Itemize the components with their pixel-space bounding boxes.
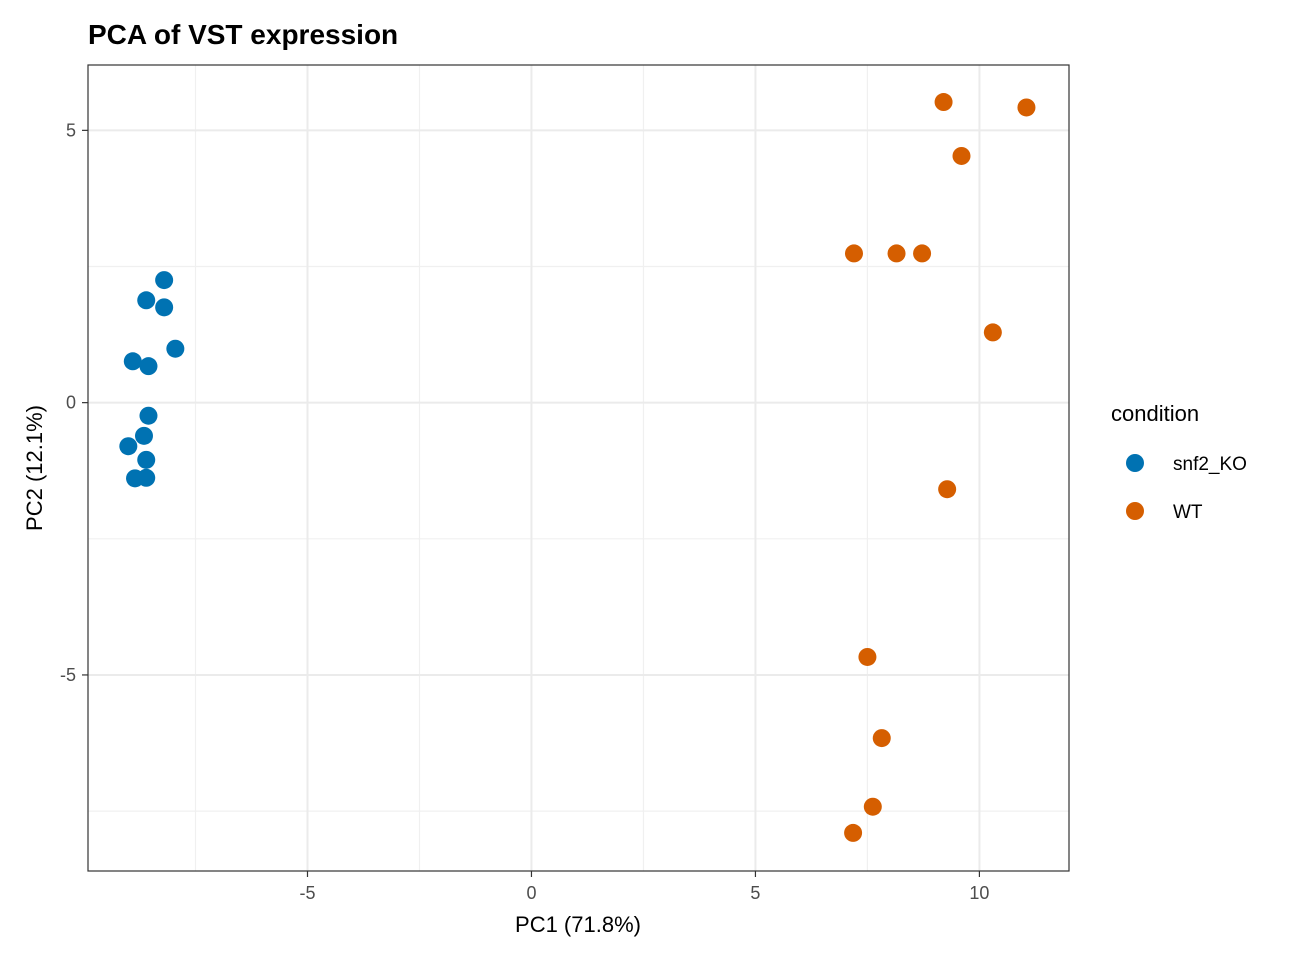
point-snf2-ko	[137, 450, 156, 469]
point-snf2-ko	[137, 468, 156, 487]
point-wt	[858, 647, 877, 666]
y-tick-label: 0	[66, 393, 76, 413]
point-snf2-ko	[134, 426, 153, 445]
legend-title: condition	[1111, 401, 1199, 426]
x-tick-label: 10	[969, 883, 989, 903]
point-wt	[934, 93, 953, 112]
y-tick-label: -5	[60, 665, 76, 685]
major-gridlines	[88, 65, 1069, 871]
point-snf2-ko	[155, 271, 174, 290]
legend-item-snf2-ko: snf2_KO	[1126, 454, 1247, 475]
legend-label-snf2-ko: snf2_KO	[1173, 454, 1247, 475]
x-tick-label: 0	[526, 883, 536, 903]
legend: condition snf2_KO WT	[1111, 401, 1247, 523]
point-snf2-ko	[166, 339, 185, 358]
x-tick-label: 5	[750, 883, 760, 903]
x-tick-label: -5	[299, 883, 315, 903]
point-wt	[844, 823, 863, 842]
point-snf2-ko	[139, 357, 158, 376]
point-wt	[913, 244, 932, 263]
point-wt	[1017, 98, 1036, 117]
point-wt	[952, 146, 971, 165]
point-snf2-ko	[139, 406, 158, 425]
legend-item-wt: WT	[1126, 502, 1203, 523]
minor-gridlines	[88, 65, 1069, 871]
point-snf2-ko	[123, 352, 142, 371]
y-axis-title: PC2 (12.1%)	[22, 405, 47, 531]
plot-panel-border	[87, 64, 1070, 872]
x-axis-title: PC1 (71.8%)	[515, 912, 641, 937]
y-tick-label: 5	[66, 120, 76, 140]
y-axis: -5 0 5	[60, 120, 88, 685]
point-wt	[938, 480, 957, 499]
point-wt	[863, 797, 882, 816]
point-wt	[983, 323, 1002, 342]
point-snf2-ko	[119, 437, 138, 456]
point-wt	[887, 244, 906, 263]
data-points	[119, 93, 1036, 842]
legend-label-wt: WT	[1173, 502, 1203, 523]
point-wt	[872, 729, 891, 748]
chart-title: PCA of VST expression	[88, 19, 398, 50]
point-snf2-ko	[137, 291, 156, 310]
legend-key-snf2-ko	[1126, 454, 1144, 472]
legend-key-wt	[1126, 502, 1144, 520]
x-axis: -5 0 5 10	[299, 871, 989, 903]
point-snf2-ko	[155, 298, 174, 317]
point-wt	[844, 244, 863, 263]
